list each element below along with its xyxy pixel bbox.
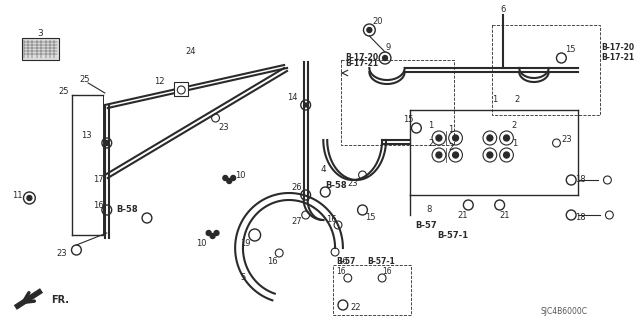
Text: 12: 12 (154, 78, 165, 86)
Text: 16: 16 (336, 268, 346, 277)
Text: 2: 2 (515, 95, 520, 105)
Text: 18: 18 (575, 213, 586, 222)
Text: B-57-1: B-57-1 (437, 231, 468, 240)
Circle shape (367, 27, 372, 33)
Text: 15: 15 (365, 213, 376, 222)
Circle shape (487, 135, 493, 141)
Text: 2: 2 (448, 144, 453, 152)
Text: 4: 4 (321, 166, 326, 174)
Text: 9: 9 (385, 43, 390, 53)
Text: 3: 3 (37, 28, 43, 38)
Text: 16: 16 (93, 201, 103, 210)
Text: 1: 1 (492, 95, 497, 105)
Circle shape (227, 179, 232, 183)
Text: 10: 10 (196, 239, 207, 248)
Text: 11: 11 (12, 191, 23, 201)
Text: 8: 8 (426, 205, 432, 214)
Text: 14: 14 (287, 93, 297, 102)
Text: B-17-21: B-17-21 (345, 60, 378, 69)
Text: 21: 21 (499, 211, 510, 219)
Text: B-17-20: B-17-20 (602, 43, 635, 53)
Text: 2: 2 (428, 138, 434, 147)
Bar (22, 38, 59, 60)
Circle shape (452, 152, 458, 158)
Text: B-57: B-57 (336, 256, 355, 265)
Circle shape (383, 56, 387, 61)
Text: 18: 18 (575, 175, 586, 184)
Text: 1: 1 (428, 122, 434, 130)
Text: B-57-1: B-57-1 (367, 256, 395, 265)
Circle shape (223, 175, 228, 181)
Text: B-17-20: B-17-20 (345, 53, 378, 62)
Circle shape (214, 231, 219, 235)
Text: B-57: B-57 (415, 220, 437, 229)
Circle shape (436, 135, 442, 141)
Text: 17: 17 (93, 175, 103, 184)
Text: 16: 16 (267, 256, 278, 265)
Text: 21: 21 (457, 211, 468, 219)
Text: 1: 1 (448, 125, 453, 135)
Circle shape (436, 152, 442, 158)
Circle shape (210, 234, 215, 239)
Text: 24: 24 (186, 48, 196, 56)
Text: 19: 19 (240, 240, 250, 249)
Text: 15: 15 (565, 46, 575, 55)
Text: 2: 2 (512, 122, 517, 130)
Text: B-58: B-58 (116, 205, 138, 214)
Circle shape (452, 135, 458, 141)
Circle shape (206, 231, 211, 235)
Text: 5: 5 (241, 273, 246, 283)
Circle shape (231, 175, 236, 181)
Text: 27: 27 (292, 218, 302, 226)
Text: 25: 25 (79, 76, 90, 85)
Text: 16: 16 (382, 268, 392, 277)
Text: FR.: FR. (51, 295, 69, 305)
Circle shape (27, 196, 32, 201)
Text: 20: 20 (372, 18, 383, 26)
Text: 13: 13 (81, 131, 92, 140)
Text: 23: 23 (218, 123, 228, 132)
Text: B-17-21: B-17-21 (602, 54, 635, 63)
Circle shape (487, 152, 493, 158)
Circle shape (304, 103, 308, 107)
Circle shape (104, 140, 109, 145)
Text: 16: 16 (337, 256, 348, 265)
Text: 23: 23 (56, 249, 67, 257)
Text: B-58: B-58 (325, 181, 347, 189)
Bar (174, 82, 188, 96)
Text: 16: 16 (326, 216, 337, 225)
Text: 25: 25 (58, 87, 69, 97)
Circle shape (504, 135, 509, 141)
Text: SJC4B6000C: SJC4B6000C (541, 308, 588, 316)
Text: 22: 22 (350, 303, 361, 313)
Text: 10: 10 (235, 170, 245, 180)
Text: 6: 6 (500, 5, 506, 14)
Text: 1: 1 (512, 138, 517, 147)
Text: 23: 23 (561, 136, 572, 145)
Text: 23: 23 (348, 179, 358, 188)
Circle shape (504, 152, 509, 158)
Text: 26: 26 (292, 183, 302, 192)
Text: 15: 15 (403, 115, 414, 124)
